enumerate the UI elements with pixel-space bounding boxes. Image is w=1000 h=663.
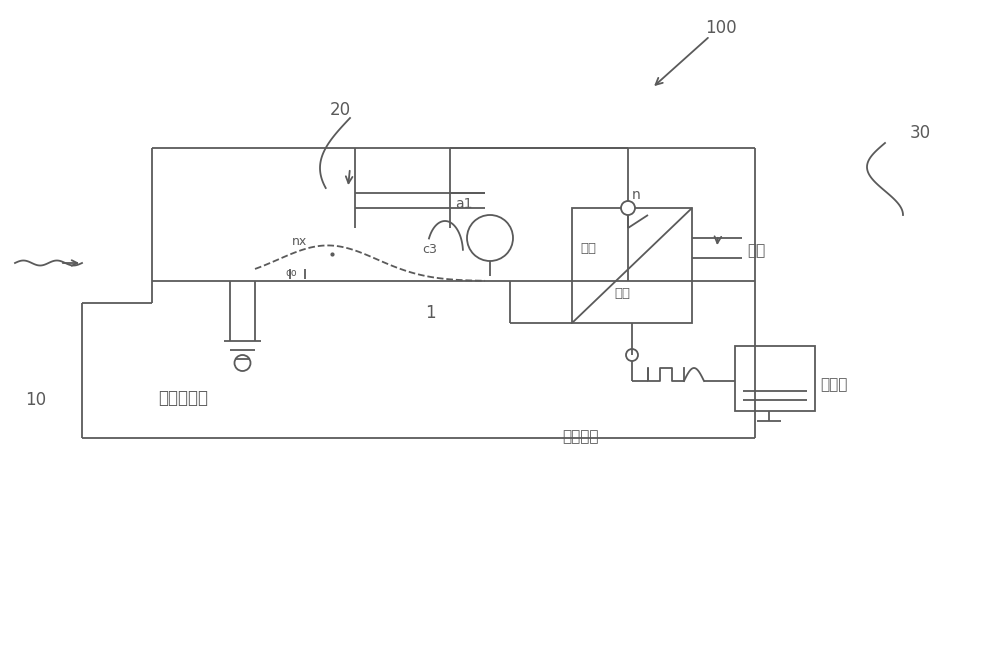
- Text: 30: 30: [910, 124, 931, 142]
- Text: 高压: 高压: [580, 241, 596, 255]
- Text: 100: 100: [705, 19, 737, 37]
- Text: 控制通信: 控制通信: [562, 429, 598, 444]
- Text: oo: oo: [285, 268, 297, 278]
- Text: 10: 10: [25, 391, 46, 409]
- Text: 20: 20: [330, 101, 351, 119]
- Bar: [572, 208, 692, 323]
- Text: 计算机: 计算机: [820, 377, 847, 392]
- Text: 供电: 供电: [747, 243, 765, 259]
- Text: nx: nx: [292, 235, 307, 248]
- Text: 1: 1: [425, 304, 436, 322]
- Text: 调控: 调控: [614, 286, 630, 300]
- Bar: [735, 346, 815, 411]
- Circle shape: [467, 215, 513, 261]
- Text: 等电位接地: 等电位接地: [158, 389, 208, 407]
- Circle shape: [626, 349, 638, 361]
- Circle shape: [621, 201, 635, 215]
- Text: c3: c3: [422, 243, 437, 256]
- Text: a1: a1: [455, 197, 473, 211]
- Text: n: n: [632, 188, 641, 202]
- Circle shape: [234, 355, 250, 371]
